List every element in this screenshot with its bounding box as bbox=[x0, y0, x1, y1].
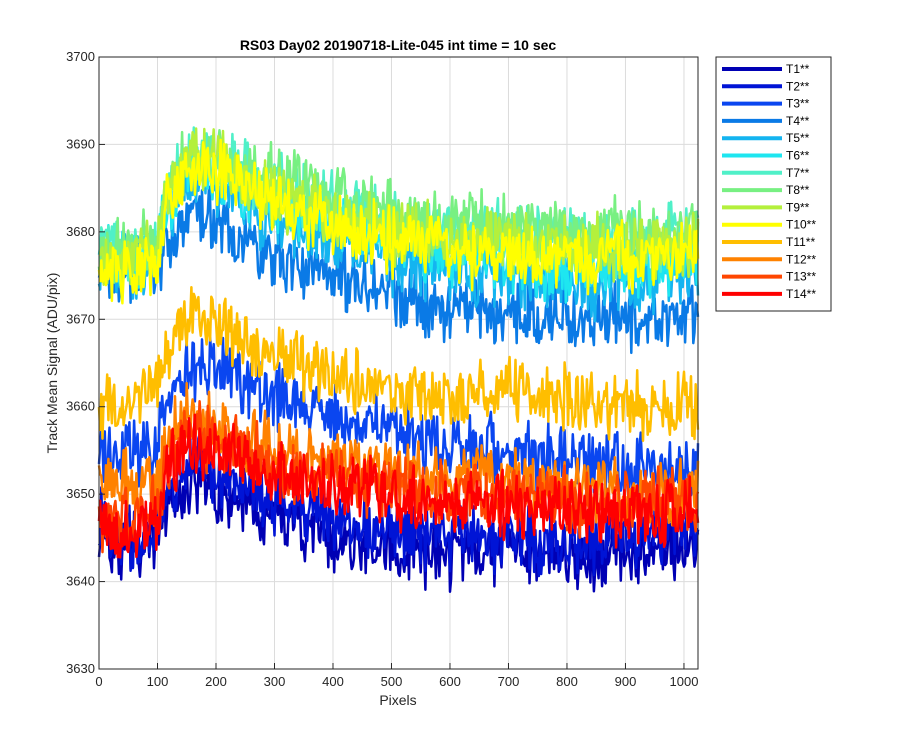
x-tick-label: 500 bbox=[381, 674, 403, 689]
x-axis-label: Pixels bbox=[379, 692, 416, 708]
series-line-3 bbox=[97, 335, 700, 505]
series-line-14 bbox=[97, 413, 700, 559]
series-line-10 bbox=[97, 138, 700, 305]
chart-title: RS03 Day02 20190718-Lite-045 int time = … bbox=[240, 37, 557, 53]
legend-label: T8** bbox=[786, 183, 810, 197]
plot-frame bbox=[98, 56, 699, 670]
legend-label: T6** bbox=[786, 149, 810, 163]
x-tick-label: 400 bbox=[322, 674, 344, 689]
legend-label: T1** bbox=[786, 62, 810, 76]
axis-ticks: 0 100 200 300 400 500 600 700 800 900 1000 3630 3640… bbox=[66, 49, 698, 689]
legend-label: T4** bbox=[786, 114, 810, 128]
y-tick-label: 3700 bbox=[66, 49, 95, 64]
legend-label: T14** bbox=[786, 287, 816, 301]
legend-label: T11** bbox=[786, 235, 815, 249]
legend-label: T5** bbox=[786, 131, 810, 145]
y-axis-label: Track Mean Signal (ADU/pix) bbox=[44, 273, 60, 454]
y-tick-label: 3680 bbox=[66, 224, 95, 239]
y-tick-label: 3630 bbox=[66, 661, 95, 676]
x-tick-label: 300 bbox=[264, 674, 286, 689]
series-lines bbox=[97, 126, 700, 593]
x-tick-label: 900 bbox=[615, 674, 637, 689]
legend-label: T2** bbox=[786, 79, 810, 93]
x-tick-label: 100 bbox=[147, 674, 169, 689]
legend-label: T3** bbox=[786, 97, 810, 111]
legend: T1** T2** T3** T4** T5** T6** T7** T8** T9** T10*… bbox=[715, 56, 832, 312]
x-tick-label: 800 bbox=[556, 674, 578, 689]
legend-label: T7** bbox=[786, 166, 810, 180]
legend-label: T9** bbox=[786, 200, 810, 214]
legend-box bbox=[715, 56, 832, 312]
y-tick-label: 3670 bbox=[66, 311, 95, 326]
series-line-11 bbox=[97, 285, 700, 442]
legend-label: T12** bbox=[786, 252, 816, 266]
y-tick-label: 3650 bbox=[66, 486, 95, 501]
series-line-1 bbox=[97, 453, 700, 593]
legend-label: T13** bbox=[786, 270, 816, 284]
x-tick-label: 200 bbox=[205, 674, 227, 689]
y-tick-label: 3660 bbox=[66, 399, 95, 414]
x-tick-label: 700 bbox=[498, 674, 520, 689]
y-tick-label: 3640 bbox=[66, 574, 95, 589]
x-tick-label: 600 bbox=[439, 674, 461, 689]
y-tick-label: 3690 bbox=[66, 136, 95, 151]
legend-label: T10** bbox=[786, 218, 816, 232]
series-line-5 bbox=[97, 144, 700, 323]
x-tick-label: 1000 bbox=[670, 674, 699, 689]
x-tick-label: 0 bbox=[95, 674, 102, 689]
